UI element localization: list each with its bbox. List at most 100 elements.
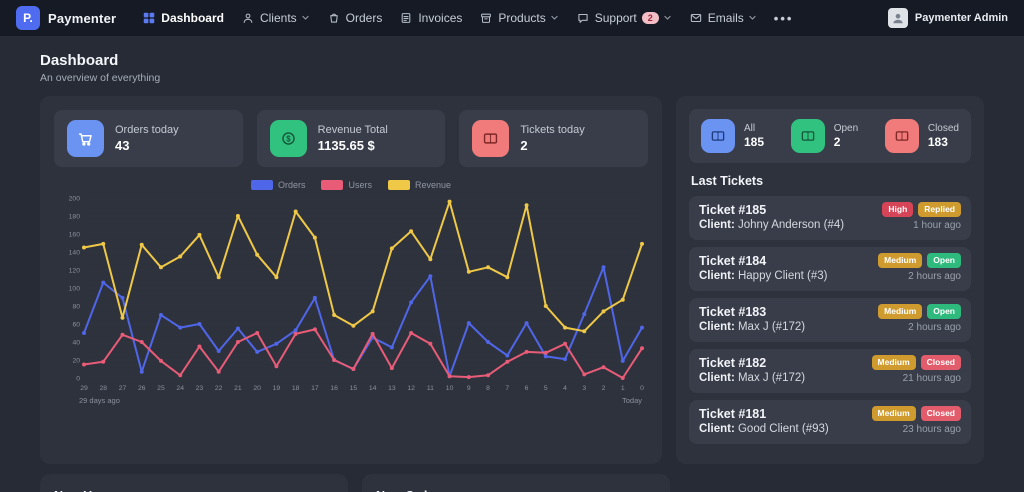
- replied-badge: Replied: [918, 202, 961, 217]
- closed-badge: Closed: [920, 406, 961, 421]
- ticket-icon: [790, 119, 825, 153]
- support-icon: [576, 11, 590, 25]
- svg-text:23: 23: [196, 385, 204, 392]
- svg-text:17: 17: [311, 385, 319, 392]
- ticket-card[interactable]: Ticket #184 Client: Happy Client (#3) Medi…: [689, 247, 971, 291]
- legend-swatch: [388, 180, 410, 190]
- legend-item-orders[interactable]: Orders: [250, 180, 306, 190]
- legend-label: Revenue: [415, 180, 452, 190]
- high-badge: High: [882, 202, 914, 217]
- svg-text:Today: Today: [622, 396, 642, 405]
- nav-item-dashboard[interactable]: Dashboard: [142, 11, 224, 25]
- ticket-info: Ticket #184 Client: Happy Client (#3): [699, 253, 827, 284]
- nav-item-support[interactable]: Support 2: [576, 11, 672, 25]
- emails-icon: [689, 11, 703, 25]
- nav-item-clients[interactable]: Clients: [241, 11, 310, 25]
- closed-badge: Closed: [920, 355, 961, 370]
- ticket-time: 1 hour ago: [913, 219, 961, 231]
- ticket-icon: [701, 119, 735, 153]
- products-icon: [479, 11, 493, 25]
- coin-icon: $: [269, 120, 307, 157]
- ticket-card[interactable]: Ticket #185 Client: Johny Anderson (#4) Hi…: [689, 196, 971, 240]
- ticket-info: Ticket #182 Client: Max J (#172): [699, 355, 805, 386]
- nav-item-label: Support: [594, 11, 637, 25]
- ticket-title: Ticket #182: [699, 356, 767, 370]
- ticket-client: Client: Max J (#172): [699, 321, 806, 333]
- chevron-down-icon: [663, 13, 672, 24]
- svg-text:7: 7: [505, 385, 509, 392]
- svg-text:29: 29: [80, 385, 88, 392]
- svg-text:10: 10: [446, 385, 454, 392]
- user-menu[interactable]: Paymenter Admin: [887, 8, 1008, 28]
- medium-badge: Medium: [878, 253, 923, 268]
- stat-value: 43: [115, 138, 130, 153]
- nav-item-more[interactable]: •••: [773, 10, 794, 26]
- page-header: Dashboard An overview of everything: [40, 52, 984, 84]
- svg-text:27: 27: [119, 385, 127, 392]
- svg-text:0: 0: [640, 385, 644, 392]
- legend-item-revenue[interactable]: Revenue: [388, 180, 451, 190]
- svg-text:80: 80: [72, 303, 80, 310]
- open-badge: Open: [927, 253, 961, 268]
- svg-text:19: 19: [273, 385, 281, 392]
- stat-value: 2: [520, 138, 528, 153]
- mini-chart-title: New Users: [54, 489, 334, 492]
- paymenter-logo-icon[interactable]: P.: [16, 6, 40, 30]
- overview-panel: Orders today 43 $ Revenue Total 1135.65 $ Tic…: [40, 96, 662, 464]
- legend-label: Users: [348, 180, 372, 190]
- svg-text:14: 14: [369, 385, 377, 392]
- nav-item-orders[interactable]: Orders: [327, 11, 383, 25]
- svg-text:25: 25: [157, 385, 165, 392]
- legend-label: Orders: [277, 180, 306, 190]
- svg-text:20: 20: [253, 385, 261, 392]
- stat-card-revenue-total[interactable]: $ Revenue Total 1135.65 $: [256, 110, 446, 167]
- badge-row: Medium Closed: [871, 406, 961, 421]
- stat-card-orders-today[interactable]: Orders today 43: [54, 110, 243, 167]
- ticket-info: Ticket #181 Client: Good Client (#93): [699, 406, 829, 437]
- medium-badge: Medium: [878, 304, 923, 319]
- legend-item-users[interactable]: Users: [321, 180, 372, 190]
- svg-text:8: 8: [486, 385, 490, 392]
- chevron-down-icon: [748, 13, 757, 24]
- svg-text:140: 140: [69, 249, 81, 256]
- nav-item-label: Orders: [345, 11, 383, 25]
- ticket-title: Ticket #183: [699, 305, 767, 319]
- ticket-time: 2 hours ago: [908, 270, 961, 282]
- ticket-card[interactable]: Ticket #181 Client: Good Client (#93) Medi…: [689, 400, 971, 444]
- stat-text: Tickets today 2: [520, 124, 584, 153]
- svg-text:24: 24: [176, 385, 184, 392]
- nav-item-products[interactable]: Products: [479, 11, 558, 25]
- ticket-card[interactable]: Ticket #183 Client: Max J (#172) Medium Ope…: [689, 298, 971, 342]
- svg-text:$: $: [286, 134, 291, 143]
- clients-icon: [241, 11, 255, 25]
- page-subtitle: An overview of everything: [40, 72, 161, 84]
- svg-text:200: 200: [69, 195, 81, 202]
- ticket-info: Ticket #183 Client: Max J (#172): [699, 304, 805, 335]
- svg-text:16: 16: [330, 385, 338, 392]
- last-tickets-list: Ticket #185 Client: Johny Anderson (#4) Hi…: [689, 196, 971, 444]
- svg-text:3: 3: [582, 385, 586, 392]
- nav-item-invoices[interactable]: Invoices: [399, 11, 462, 25]
- ticket-card[interactable]: Ticket #182 Client: Max J (#172) Medium Clo…: [689, 349, 971, 393]
- ticket-stat-text: Open 2: [834, 123, 858, 149]
- badge-row: Medium Closed: [871, 355, 961, 370]
- ticket-client: Client: Johny Anderson (#4): [699, 219, 845, 231]
- stat-card-tickets-today[interactable]: Tickets today 2: [459, 110, 649, 167]
- page-title: Dashboard: [40, 52, 119, 69]
- svg-text:28: 28: [99, 385, 107, 392]
- nav-menu: Dashboard Clients Orders Invoices Products Su…: [142, 11, 793, 26]
- top-navbar: P. Paymenter Dashboard Clients Orders Invoi…: [0, 0, 1024, 36]
- nav-item-label: Products: [498, 11, 546, 25]
- ticket-stat-closed: Closed 183: [884, 119, 959, 153]
- nav-item-emails[interactable]: Emails: [689, 11, 757, 25]
- stat-cards-row: Orders today 43 $ Revenue Total 1135.65 $ Tic…: [54, 110, 649, 167]
- svg-text:100: 100: [69, 285, 81, 292]
- badge-row: Medium Open: [878, 304, 961, 319]
- logo-text: P.: [23, 11, 33, 25]
- nav-item-label: Dashboard: [161, 11, 224, 25]
- ticket-time: 23 hours ago: [902, 423, 961, 435]
- chevron-down-icon: [301, 13, 310, 24]
- ticket-title: Ticket #181: [699, 407, 767, 421]
- badge-row: High Replied: [882, 202, 961, 217]
